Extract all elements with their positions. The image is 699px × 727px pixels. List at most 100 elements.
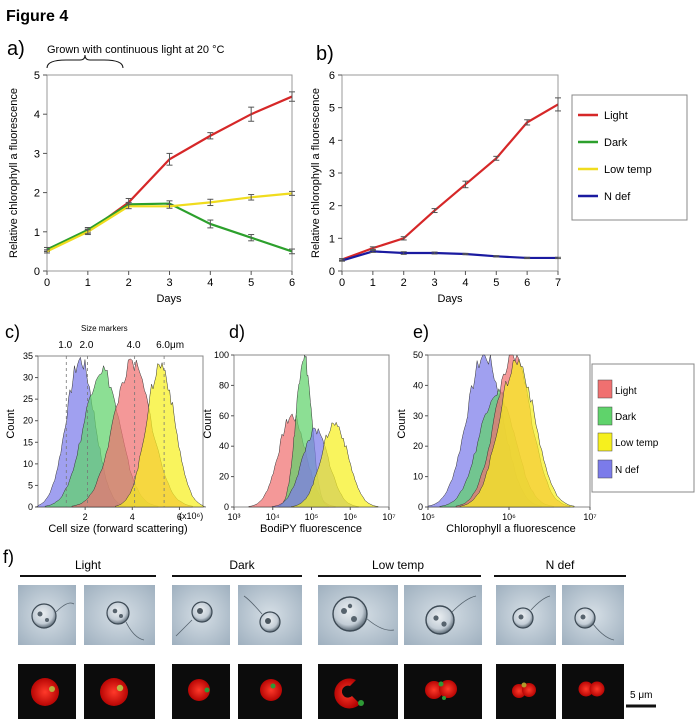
- a-line-dark: [46, 202, 293, 253]
- b-xtick-label: 5: [493, 277, 499, 289]
- d-histogram-low-temp: [291, 421, 379, 508]
- d-ytick-label: 80: [219, 380, 229, 390]
- b-xtick-label: 0: [339, 277, 345, 289]
- panel-d-y-label: Count: [202, 409, 214, 438]
- size-marker-label: 6.0μm: [156, 340, 184, 351]
- panel-a-brace: [46, 54, 124, 69]
- micrograph-light-2-brightfield: [84, 585, 155, 645]
- panel-b: b) 0 1 2 3 4 5 6 0 1 2 3 4 5 6 7 Days Relative chloro…: [310, 43, 561, 305]
- a-ytick-label: 4: [34, 109, 40, 121]
- legend-bottom-ndef-swatch: [597, 459, 613, 479]
- legend-bottom: Light Dark Low temp N def: [591, 363, 695, 493]
- panel-c-size-markers: 1.0 2.0 4.0 6.0μm: [58, 340, 184, 507]
- size-marker-label: 4.0: [127, 340, 141, 351]
- e-ytick-label: 10: [413, 472, 423, 482]
- c-xtick-label: 4: [130, 512, 135, 522]
- a-xtick-label: 4: [207, 277, 213, 289]
- b-xtick-label: 6: [524, 277, 530, 289]
- d-xtick-label: 10⁶: [343, 512, 357, 522]
- micrograph-group-light: Light: [75, 558, 102, 572]
- legend-bottom-light: Light: [615, 386, 637, 397]
- d-ytick-label: 60: [219, 411, 229, 421]
- panel-d-x-ticks: 10³ 10⁴ 10⁵ 10⁶ 10⁷: [227, 507, 396, 522]
- panel-b-y-label: Relative chlorophyll a fluorescence: [310, 88, 322, 258]
- a-ytick-label: 2: [34, 188, 40, 200]
- legend-bottom-dark-swatch: [597, 406, 613, 426]
- scale-bar-label: 5 μm: [630, 690, 652, 701]
- b-xtick-label: 3: [432, 277, 438, 289]
- a-xtick-label: 1: [85, 277, 91, 289]
- micrograph-light-1-fluorescence: [18, 664, 76, 719]
- panel-a: a) Grown with continuous light at 20 °C …: [7, 38, 295, 305]
- c-ytick-label: 35: [23, 351, 33, 361]
- micrograph-lowtemp-2-fluorescence: [404, 664, 482, 719]
- c-histogram-low-temp: [115, 362, 206, 508]
- panel-b-x-ticks: 0 1 2 3 4 5 6 7: [339, 271, 561, 289]
- b-line-light: [341, 103, 559, 261]
- panel-e-histograms: [427, 354, 575, 508]
- panel-e-y-label: Count: [396, 409, 408, 438]
- size-marker-label: 1.0: [58, 340, 72, 351]
- b-ytick-label: 0: [329, 266, 335, 278]
- b-line-n-def: [341, 250, 558, 262]
- panel-d-label: d): [229, 322, 245, 342]
- micrograph-ndef-2-brightfield: [562, 585, 624, 645]
- d-xtick-label: 10⁵: [305, 512, 319, 522]
- size-markers-title: Size markers: [81, 324, 128, 333]
- panel-b-y-ticks: 0 1 2 3 4 5 6: [329, 70, 342, 278]
- panel-d-x-label: BodiPY fluorescence: [260, 523, 362, 535]
- legend-bottom-ndef: N def: [615, 465, 639, 476]
- e-ytick-label: 30: [413, 411, 423, 421]
- c-ytick-label: 20: [23, 416, 33, 426]
- panel-a-x-ticks: 0 1 2 3 4 5 6: [44, 271, 295, 289]
- micrograph-group-dark: Dark: [229, 558, 255, 572]
- panel-a-label: a): [7, 38, 25, 60]
- panel-c-x-unit: (x10⁶): [179, 511, 203, 521]
- micrograph-dark-2-fluorescence: [238, 664, 302, 719]
- e-ytick-label: 20: [413, 441, 423, 451]
- panel-a-y-ticks: 0 1 2 3 4 5: [34, 70, 47, 278]
- d-ytick-label: 40: [219, 441, 229, 451]
- b-ytick-label: 3: [329, 168, 335, 180]
- legend-top-lowtemp: Low temp: [604, 164, 652, 176]
- micrograph-ndef-2-fluorescence: [562, 664, 624, 719]
- micrograph-light-2-fluorescence: [84, 664, 155, 719]
- panel-a-y-label: Relative chlorophyll a fluorescence: [8, 88, 20, 258]
- panel-e-x-label: Chlorophyll a fluorescence: [446, 523, 576, 535]
- legend-top-dark: Dark: [604, 137, 628, 149]
- b-ytick-label: 2: [329, 201, 335, 213]
- panel-a-annotation: Grown with continuous light at 20 °C: [47, 44, 224, 56]
- c-ytick-label: 15: [23, 437, 33, 447]
- a-ytick-label: 3: [34, 148, 40, 160]
- d-ytick-label: 0: [224, 502, 229, 512]
- d-ytick-label: 100: [214, 350, 229, 360]
- micrograph-group-ndef: N def: [546, 558, 575, 572]
- c-ytick-label: 25: [23, 394, 33, 404]
- e-ytick-label: 0: [418, 502, 423, 512]
- micrograph-lowtemp-1-fluorescence: [318, 664, 398, 719]
- e-xtick-label: 10⁵: [421, 512, 435, 522]
- legend-top-light: Light: [604, 110, 628, 122]
- panel-f: f) Light Dark Low temp N def: [3, 547, 656, 719]
- panel-c-y-ticks: 0 5 10 15 20 25 30 35: [23, 351, 38, 512]
- legend-top: Light Dark Low temp N def: [571, 94, 688, 221]
- panel-e-y-ticks: 0 10 20 30 40 50: [413, 350, 428, 512]
- d-xtick-label: 10³: [227, 512, 240, 522]
- size-marker-label: 2.0: [80, 340, 94, 351]
- panel-b-x-label: Days: [437, 293, 463, 305]
- micrograph-ndef-1-fluorescence: [496, 664, 556, 719]
- panel-c-x-ticks: 2 4 6: [83, 507, 182, 522]
- panel-e-label: e): [413, 322, 429, 342]
- panel-d-y-ticks: 0 20 40 60 80 100: [214, 350, 234, 512]
- panel-a-x-label: Days: [156, 293, 182, 305]
- micrograph-dark-1-brightfield: [172, 585, 230, 645]
- panel-c-histograms: [35, 356, 206, 508]
- e-xtick-label: 10⁶: [502, 512, 516, 522]
- b-ytick-label: 4: [329, 135, 335, 147]
- figure-title: Figure 4: [6, 8, 68, 25]
- micrograph-ndef-1-brightfield: [496, 585, 556, 645]
- a-xtick-label: 3: [166, 277, 172, 289]
- panel-e-x-ticks: 10⁵ 10⁶ 10⁷: [421, 507, 597, 522]
- legend-bottom-lowtemp-swatch: [597, 432, 613, 452]
- panel-a-series: [44, 91, 295, 255]
